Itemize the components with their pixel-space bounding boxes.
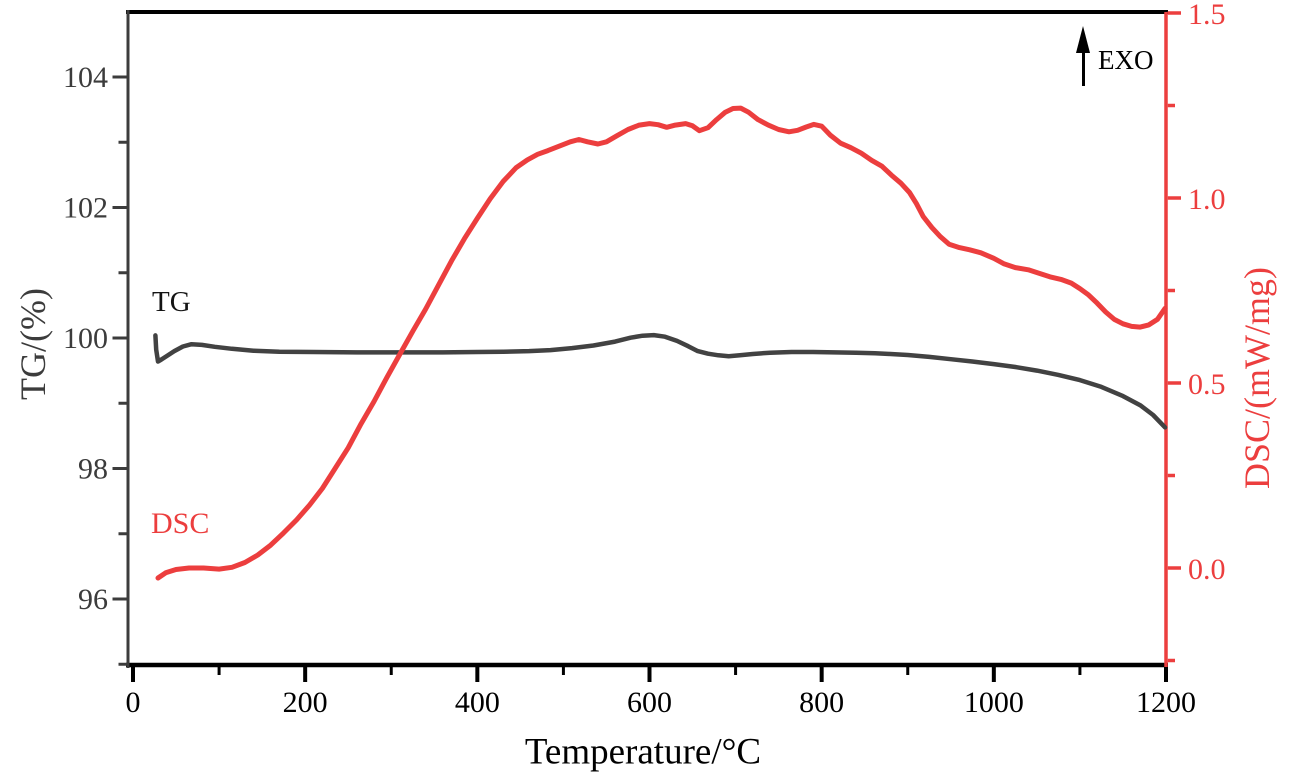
x-tick-label: 600 — [627, 686, 672, 719]
arrow-head — [1076, 26, 1090, 53]
arrow-shaft — [1081, 48, 1085, 86]
x-tick-label: 0 — [126, 686, 141, 719]
tg-curve — [153, 332, 1168, 430]
dsc-curve-label: DSC — [151, 507, 210, 540]
left-axis-title: TG/(%) — [13, 288, 53, 400]
dsc-curve — [155, 105, 1168, 581]
right-tick-label: 0.5 — [1188, 368, 1226, 401]
left-tick-label: 98 — [78, 453, 108, 486]
left-tick-label: 96 — [78, 583, 108, 616]
right-tick-label: 0.0 — [1188, 553, 1226, 586]
x-tick-label: 1200 — [1136, 686, 1196, 719]
tg-curve-label: TG — [152, 286, 191, 318]
x-tick-label: 800 — [799, 686, 844, 719]
left-tick-label: 102 — [63, 192, 108, 225]
exo-up-arrow-icon — [1076, 26, 1091, 86]
right-tick-label: 1.0 — [1188, 183, 1226, 216]
x-tick-label: 400 — [455, 686, 500, 719]
left-tick-label: 100 — [63, 322, 108, 355]
right-tick-label: 1.5 — [1188, 0, 1226, 31]
x-axis-title: Temperature/°C — [524, 731, 762, 773]
left-tick-label: 104 — [63, 61, 108, 94]
x-tick-label: 200 — [283, 686, 328, 719]
exo-label: EXO — [1098, 45, 1154, 75]
right-axis-title: DSC/(mW/mg) — [1237, 267, 1277, 489]
x-tick-label: 1000 — [964, 686, 1024, 719]
